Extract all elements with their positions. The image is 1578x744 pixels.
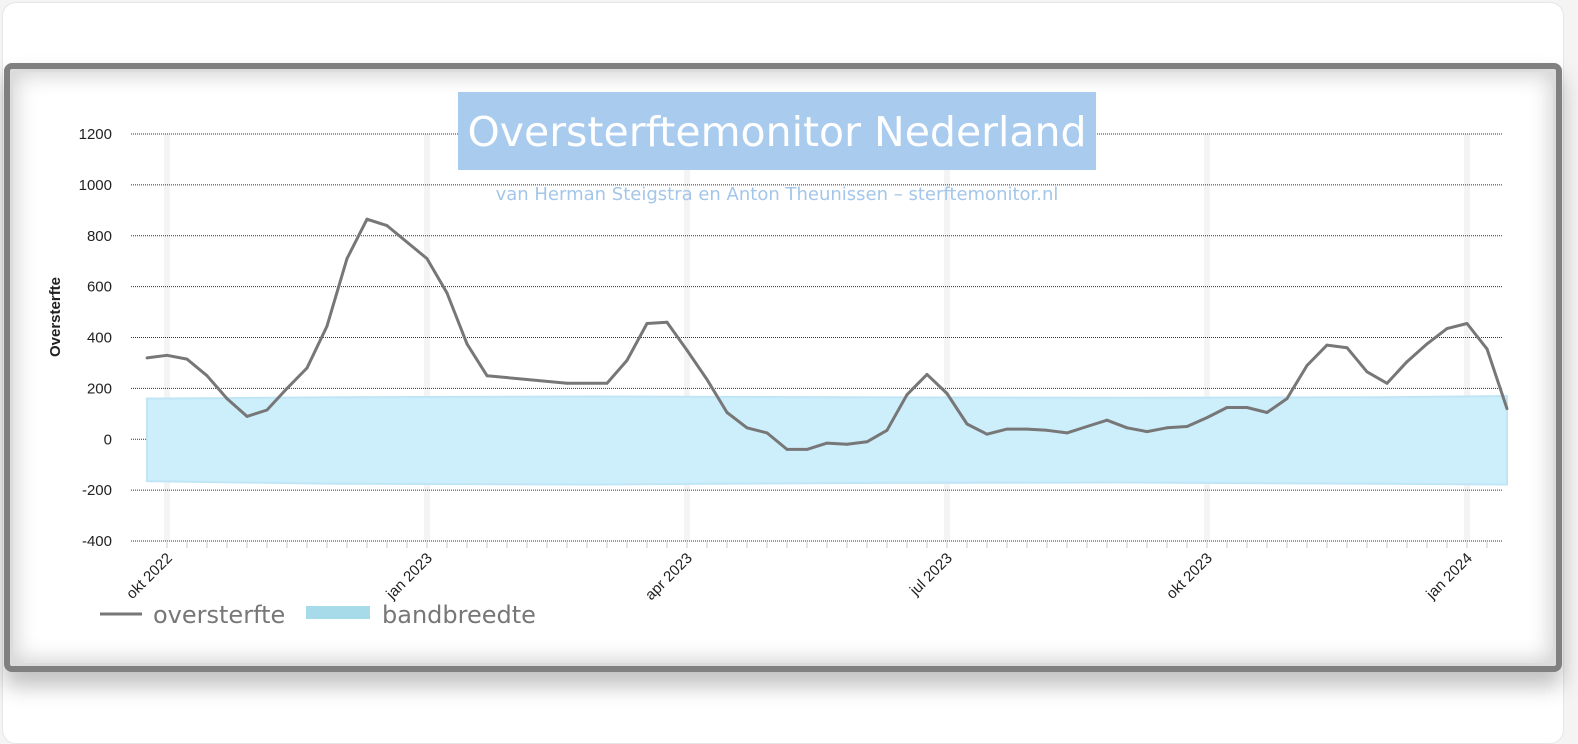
- data-point: [245, 415, 249, 418]
- data-point: [1125, 426, 1129, 430]
- data-point: [165, 353, 169, 357]
- data-point: [305, 366, 309, 370]
- grid-layer: [131, 133, 1502, 542]
- title-banner: [458, 92, 1096, 170]
- data-point: [1425, 342, 1429, 346]
- data-point: [845, 442, 849, 446]
- data-point: [425, 257, 429, 260]
- data-point: [985, 432, 989, 436]
- chart-frame: 1200 1000 800 600 400 200 0 -200 -400 okt 2022 jan…: [4, 63, 1562, 672]
- data-point: [925, 373, 929, 376]
- data-point: [1025, 427, 1029, 431]
- data-point: [345, 257, 349, 260]
- data-point: [1265, 411, 1269, 414]
- data-point: [1305, 364, 1309, 367]
- data-point: [1105, 418, 1109, 422]
- data-point: [1365, 370, 1369, 374]
- x-tick-label: okt 2022: [123, 550, 176, 603]
- data-point: [805, 448, 809, 451]
- data-point: [565, 381, 569, 385]
- data-point: [1045, 428, 1049, 432]
- chart-subtitle: van Herman Steigstra en Anton Theunissen…: [496, 184, 1059, 205]
- data-point: [685, 348, 689, 352]
- y-tick-label: 800: [87, 228, 112, 245]
- data-point: [485, 374, 489, 378]
- x-tick-label: jan 2023: [382, 550, 435, 603]
- data-point: [1245, 406, 1249, 409]
- data-point: [745, 426, 749, 430]
- data-point: [1225, 406, 1229, 409]
- x-tick-label: jan 2024: [1422, 550, 1475, 603]
- data-point: [1405, 360, 1409, 364]
- data-point: [1205, 416, 1209, 419]
- band-layer: [146, 394, 1508, 486]
- data-point: [525, 378, 529, 381]
- y-tick-label: 1000: [79, 177, 112, 194]
- data-point: [1485, 347, 1489, 351]
- data-point: [405, 240, 409, 244]
- chart-title: Oversterftemonitor Nederland: [467, 108, 1086, 156]
- x-tick-label: jul 2023: [906, 550, 956, 600]
- y-tick-label: 600: [87, 279, 112, 296]
- data-point: [1445, 327, 1449, 330]
- data-point: [385, 224, 389, 228]
- data-point: [725, 411, 729, 414]
- data-point: [185, 357, 189, 361]
- data-point: [1385, 381, 1389, 385]
- data-point: [205, 374, 209, 378]
- data-point: [905, 393, 909, 397]
- data-point: [465, 342, 469, 346]
- band-area: [146, 394, 1508, 486]
- legend-band-swatch: [306, 606, 370, 619]
- legend-label-bandbreedte: bandbreedte: [382, 601, 536, 629]
- data-point: [885, 428, 889, 432]
- data-point: [785, 448, 789, 451]
- data-point: [665, 320, 669, 324]
- y-tick-label: 1200: [79, 126, 112, 143]
- data-point: [1065, 431, 1069, 435]
- data-point: [145, 356, 149, 360]
- y-tick-label: 400: [87, 330, 112, 347]
- y-tick-label: -200: [82, 482, 112, 499]
- line-layer: [145, 217, 1509, 451]
- chart-svg: 1200 1000 800 600 400 200 0 -200 -400 okt 2022 jan…: [47, 92, 1509, 629]
- data-point: [1285, 397, 1289, 400]
- data-point: [605, 381, 609, 385]
- data-point: [765, 431, 769, 435]
- data-point: [365, 217, 369, 221]
- data-point: [825, 441, 829, 445]
- data-point: [965, 422, 969, 426]
- data-point: [1345, 346, 1349, 350]
- data-point: [645, 322, 649, 325]
- y-tick-label: -400: [82, 533, 112, 550]
- x-tick-label: apr 2023: [642, 550, 696, 604]
- data-point: [705, 378, 709, 381]
- data-point: [225, 397, 229, 400]
- x-tick-label: okt 2023: [1163, 550, 1216, 603]
- data-point: [445, 291, 449, 295]
- data-point: [285, 387, 289, 390]
- legend: oversterfte bandbreedte: [100, 601, 536, 629]
- legend-label-oversterfte: oversterfte: [153, 601, 285, 629]
- series-line-oversterfte: [146, 217, 1509, 451]
- data-point: [1325, 343, 1329, 347]
- data-point: [1005, 427, 1009, 431]
- y-tick-label: 0: [104, 431, 112, 448]
- data-point: [1465, 322, 1469, 325]
- y-tick-label: 200: [87, 380, 112, 397]
- data-point: [1145, 430, 1149, 433]
- data-point: [945, 392, 949, 395]
- data-point: [1505, 407, 1509, 411]
- y-axis-label: Oversterfte: [47, 277, 64, 357]
- data-point: [325, 324, 329, 328]
- data-point: [1185, 425, 1189, 428]
- data-point: [865, 440, 869, 444]
- data-point: [1085, 425, 1089, 428]
- data-point: [265, 408, 269, 412]
- data-point: [1165, 426, 1169, 430]
- data-point: [625, 359, 629, 362]
